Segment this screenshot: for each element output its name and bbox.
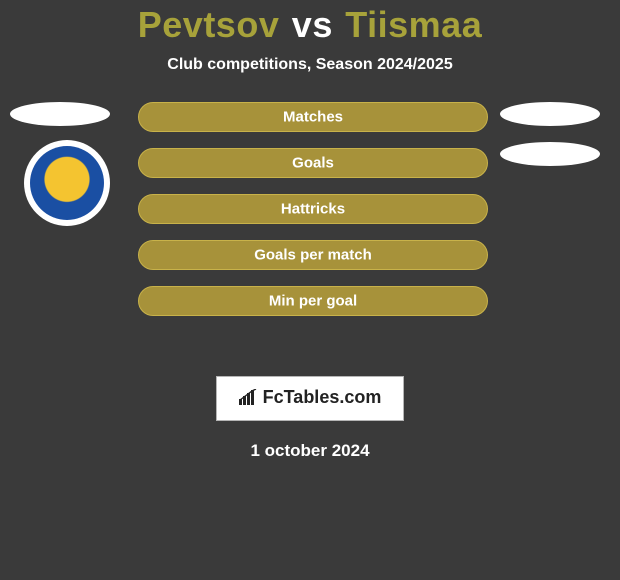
bar-label: Min per goal: [138, 293, 488, 310]
bar-row: Matches: [138, 102, 488, 132]
comparison-chart: Matches Goals Hattricks Goals per match …: [0, 102, 620, 372]
date-label: 1 october 2024: [0, 441, 620, 461]
bars-container: Matches Goals Hattricks Goals per match …: [138, 102, 488, 332]
player1-club-badge: [24, 140, 110, 226]
footer: FcTables.com: [0, 376, 620, 421]
player2-avatar-column: [500, 102, 600, 180]
player2-head-ellipse: [500, 102, 600, 126]
page-title-row: Pevtsov vs Tiismaa: [0, 0, 620, 46]
bar-row: Goals: [138, 148, 488, 178]
player2-body-ellipse: [500, 142, 600, 166]
brand-text: FcTables.com: [263, 387, 382, 407]
brand-watermark: FcTables.com: [216, 376, 405, 421]
player1-head-ellipse: [10, 102, 110, 126]
bar-row: Min per goal: [138, 286, 488, 316]
subtitle: Club competitions, Season 2024/2025: [0, 56, 620, 74]
bar-label: Goals: [138, 155, 488, 172]
bar-label: Goals per match: [138, 247, 488, 264]
player1-avatar-column: [10, 102, 110, 226]
bar-row: Goals per match: [138, 240, 488, 270]
bar-chart-icon: [239, 389, 259, 410]
player2-name: Tiismaa: [345, 4, 482, 45]
vs-label: vs: [284, 4, 341, 45]
bar-row: Hattricks: [138, 194, 488, 224]
bar-label: Matches: [138, 109, 488, 126]
club-badge-art: [30, 146, 104, 220]
player1-name: Pevtsov: [138, 4, 280, 45]
bar-label: Hattricks: [138, 201, 488, 218]
